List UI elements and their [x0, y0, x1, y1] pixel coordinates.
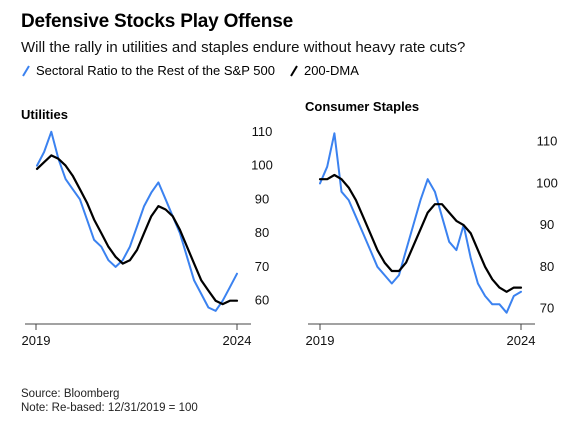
utilities-panel: 60 70 80 90 100 110 2019 2024 [22, 124, 273, 348]
y-tick-label: 80 [540, 259, 554, 274]
consumer-staples-panel: 70 80 90 100 110 2019 2024 [306, 132, 558, 348]
y-tick-label: 90 [255, 191, 269, 206]
x-tick-label: 2024 [223, 333, 252, 348]
y-tick-label: 70 [255, 259, 269, 274]
legend-label-dma: 200-DMA [303, 63, 359, 78]
series-line-ratio [319, 132, 522, 314]
y-tick-label: 110 [537, 134, 558, 149]
y-tick-label: 100 [536, 175, 558, 190]
y-tick-label: 70 [540, 300, 554, 315]
y-tick-label: 80 [255, 225, 269, 240]
y-tick-label: 90 [540, 217, 554, 232]
x-tick-label: 2019 [22, 333, 51, 348]
legend: Sectoral Ratio to the Rest of the S&P 50… [21, 63, 373, 78]
y-tick-label: 60 [255, 293, 269, 308]
y-tick-label: 110 [252, 124, 273, 139]
panel-title-utilities: Utilities [21, 107, 68, 122]
series-line-ratio [36, 130, 238, 312]
y-tick-label: 100 [251, 158, 273, 173]
legend-item-ratio: Sectoral Ratio to the Rest of the S&P 50… [21, 63, 275, 78]
legend-label-ratio: Sectoral Ratio to the Rest of the S&P 50… [36, 63, 275, 78]
source-note: Source: Bloomberg [21, 388, 120, 400]
panel-title-consumer-staples: Consumer Staples [305, 99, 420, 114]
x-tick-label: 2024 [507, 333, 536, 348]
legend-swatch-black-slash [290, 64, 298, 77]
legend-item-dma: 200-DMA [289, 63, 359, 78]
x-tick-label: 2019 [306, 333, 335, 348]
chart-subtitle: Will the rally in utilities and staples … [21, 39, 466, 56]
series-line-200dma [35, 154, 239, 306]
chart-title: Defensive Stocks Play Offense [21, 11, 293, 32]
legend-swatch-blue-slash [22, 64, 30, 77]
series-line-200dma [318, 173, 523, 293]
rebase-note: Note: Re-based: 12/31/2019 = 100 [21, 402, 198, 414]
